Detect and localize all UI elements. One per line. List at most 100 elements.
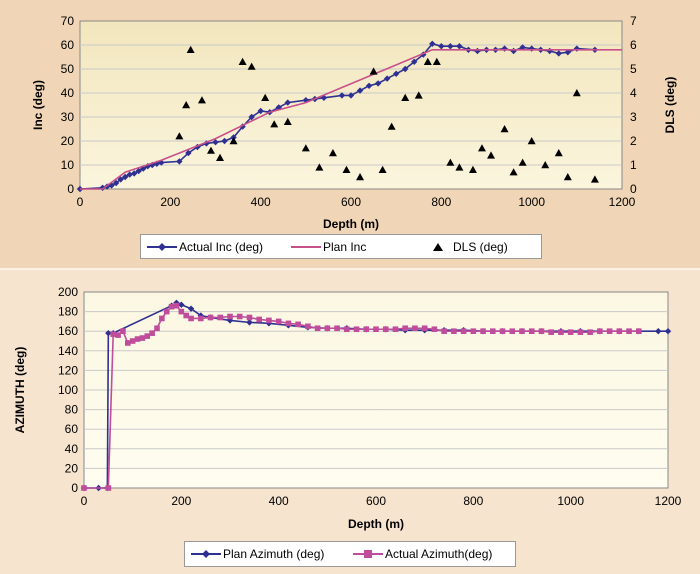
y-tick-label: 0 xyxy=(67,182,74,196)
data-point xyxy=(655,328,662,335)
data-point xyxy=(217,314,224,321)
data-point xyxy=(558,329,564,335)
data-point xyxy=(373,326,379,333)
data-point xyxy=(110,331,116,337)
dls-point xyxy=(356,173,365,181)
data-point xyxy=(285,320,292,327)
data-point xyxy=(275,318,282,325)
y-tick-label: 80 xyxy=(65,403,79,417)
data-point xyxy=(125,340,131,346)
dls-point xyxy=(315,163,324,171)
data-point xyxy=(421,325,428,332)
data-point xyxy=(173,302,180,309)
data-point xyxy=(163,308,170,315)
data-point xyxy=(606,328,613,334)
data-point xyxy=(528,45,535,52)
y-tick-label: 100 xyxy=(58,383,78,397)
data-point xyxy=(411,58,418,65)
data-point xyxy=(519,328,525,334)
series-line xyxy=(80,48,622,190)
dls-point xyxy=(175,132,184,140)
data-point xyxy=(597,328,603,334)
data-point xyxy=(447,43,454,50)
data-point xyxy=(636,328,642,334)
data-point xyxy=(429,40,436,47)
x-tick-label: 800 xyxy=(463,494,483,508)
data-point xyxy=(616,328,623,334)
data-point xyxy=(573,45,581,52)
data-point xyxy=(587,329,593,335)
inclination-legend: Actual Inc (deg) Plan Inc DLS (deg) xyxy=(140,234,542,259)
y-tick-label: 180 xyxy=(58,305,78,319)
y-tick-label: 120 xyxy=(58,363,78,377)
y2-tick-label: 0 xyxy=(630,182,637,196)
data-point xyxy=(134,336,141,342)
data-point xyxy=(402,325,408,332)
data-point xyxy=(284,99,291,106)
y-tick-label: 50 xyxy=(61,62,75,76)
dls-point xyxy=(261,93,270,101)
data-point xyxy=(431,326,438,333)
data-point xyxy=(131,170,138,177)
data-point xyxy=(382,326,389,333)
x-tick-label: 1000 xyxy=(518,195,545,209)
y-tick-label: 40 xyxy=(65,442,79,456)
dls-point xyxy=(500,125,509,133)
data-point xyxy=(221,137,228,145)
dls-point xyxy=(554,149,563,157)
legend-label: DLS (deg) xyxy=(453,239,508,254)
dls-point xyxy=(432,57,441,65)
dls-point xyxy=(301,144,310,152)
y-tick-label: 20 xyxy=(61,134,75,148)
data-point xyxy=(159,315,165,322)
x-tick-label: 0 xyxy=(81,494,88,508)
x-tick-label: 1000 xyxy=(557,494,584,508)
x-tick-label: 600 xyxy=(341,195,361,209)
data-point xyxy=(338,92,346,99)
dls-point xyxy=(369,67,378,75)
x-tick-label: 0 xyxy=(77,195,84,209)
dls-point xyxy=(563,173,572,181)
y2-tick-label: 5 xyxy=(630,62,637,76)
data-point xyxy=(347,92,355,99)
dls-point xyxy=(401,93,410,101)
inclination-chart-panel: 0 10 20 30 40 50 60 70 0 1 2 3 4 5 6 7 0 200 400 600 800 1000… xyxy=(0,0,700,268)
data-point xyxy=(546,47,553,55)
x-tick-label: 1200 xyxy=(609,195,636,209)
data-point xyxy=(112,179,120,187)
dls-point xyxy=(229,137,238,145)
legend-label: Plan Inc xyxy=(323,239,367,254)
legend-dls: DLS (deg) xyxy=(431,235,508,258)
data-point xyxy=(365,82,373,89)
data-point xyxy=(176,158,183,165)
x-tick-label: 1200 xyxy=(655,494,682,508)
legend-label: Plan Azimuth (deg) xyxy=(223,547,325,561)
data-point xyxy=(246,319,253,326)
data-point xyxy=(567,329,574,335)
data-point xyxy=(664,328,672,335)
dls-point xyxy=(455,163,464,171)
data-point xyxy=(577,329,584,335)
data-point xyxy=(480,328,486,334)
dls-point xyxy=(477,144,486,152)
data-point xyxy=(383,75,391,82)
data-point xyxy=(528,328,535,334)
x-tick-label: 400 xyxy=(251,195,271,209)
data-point xyxy=(187,305,195,312)
dls-point xyxy=(182,101,191,109)
y2-tick-label: 3 xyxy=(630,110,637,124)
data-point xyxy=(183,312,189,319)
data-point xyxy=(117,176,124,183)
azimuth-legend: Plan Azimuth (deg) Actual Azimuth(deg) xyxy=(184,541,516,567)
dls-point xyxy=(590,175,599,183)
legend-actual-azimuth: Actual Azimuth(deg) xyxy=(353,542,492,566)
data-point xyxy=(81,485,87,491)
data-point xyxy=(246,314,253,321)
dls-point xyxy=(387,122,396,130)
data-point xyxy=(105,485,112,491)
data-point xyxy=(353,326,360,333)
data-point xyxy=(626,328,632,334)
y-tick-label: 60 xyxy=(61,38,75,52)
data-point xyxy=(412,325,418,332)
